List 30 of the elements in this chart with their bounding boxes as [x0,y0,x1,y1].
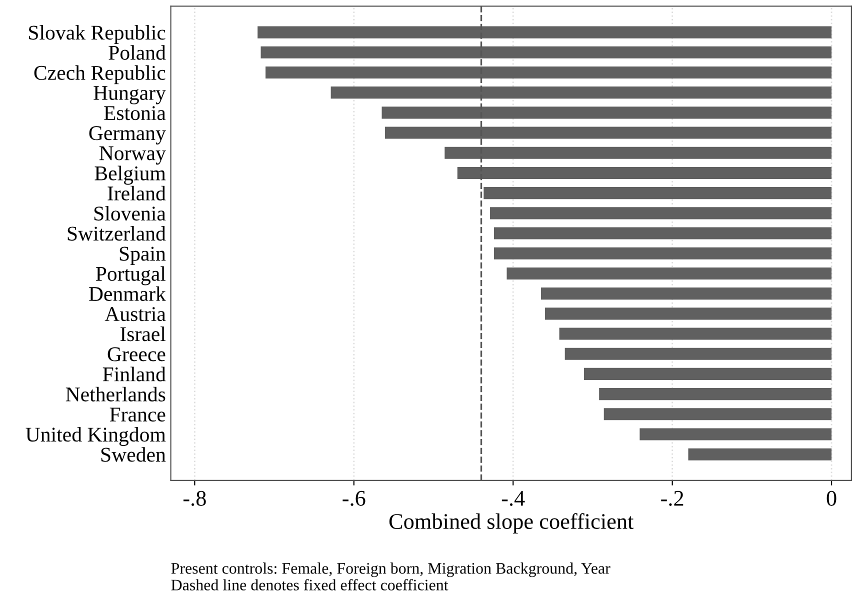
y-tick-label: Denmark [89,286,166,301]
y-tick-label: Netherlands [66,386,166,402]
y-tick-label: Hungary [94,86,166,104]
y-tick-label: Slovenia [94,206,166,221]
y-tick-label: Ireland [108,186,166,201]
x-axis-title: Combined slope coefficient [389,513,634,534]
x-tick-label: -.4 [502,490,525,506]
x-tick-label: -.8 [183,490,206,506]
y-tick-label: Slovak Republic [29,25,166,44]
y-tick-label: Greece [108,347,166,362]
x-tick-label: 0 [826,490,836,506]
y-tick-label: Portugal [96,266,166,286]
y-tick-label: Norway [99,146,166,165]
y-tick-label: Israel [120,326,166,342]
y-tick-label: Austria [104,307,166,322]
y-tick-label: Poland [108,45,166,60]
text: Dashed line denotes fixed effect coefficient [171,579,448,590]
y-tick-label: Switzerland [68,226,166,241]
y-tick-label: Sweden [101,447,166,462]
y-tick-label: United Kingdom [26,427,166,446]
y-tick-label: Estonia [104,106,166,120]
y-tick-label: Belgium [94,166,166,185]
x-tick-label: -.6 [342,490,366,506]
x-tick-label: -.2 [661,490,684,506]
y-tick-label: Finland [102,366,166,382]
y-tick-label: France [110,408,166,422]
text: Present controls: Female, Foreign born, Migration Background, Year [171,562,610,578]
y-tick-label: Spain [120,246,166,266]
y-tick-label: Czech Republic [34,65,166,84]
y-tick-label: Germany [89,126,166,144]
